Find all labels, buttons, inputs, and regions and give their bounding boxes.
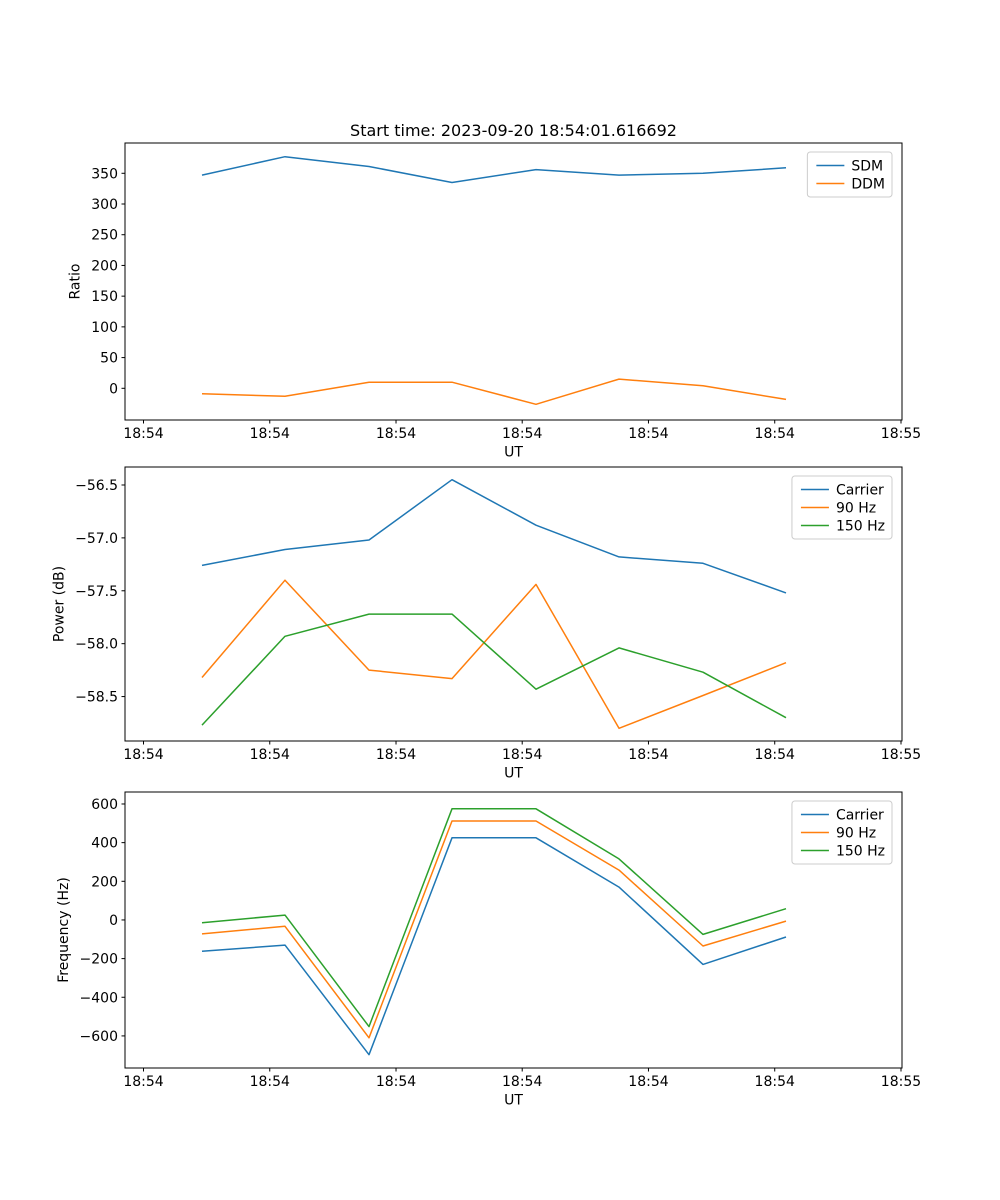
legend-label: 150 Hz <box>836 844 885 860</box>
y-tick-label: 200 <box>91 874 118 890</box>
legend-label: Carrier <box>836 483 884 499</box>
y-tick-label: 300 <box>91 197 118 213</box>
x-tick-label: 18:54 <box>502 426 542 442</box>
series-line-ddm <box>201 378 787 406</box>
y-tick-label: 50 <box>100 351 118 367</box>
y-tick-label: −58.5 <box>75 690 118 706</box>
series-line-150-hz <box>201 808 787 1028</box>
y-tick-label: 100 <box>91 320 118 336</box>
y-tick-label: 200 <box>91 258 118 274</box>
x-tick-label: 18:54 <box>502 747 542 763</box>
x-tick-label: 18:54 <box>755 1074 795 1090</box>
x-tick-label: 18:54 <box>376 747 416 763</box>
y-tick-label: 0 <box>109 381 118 397</box>
legend: SDM DDM <box>806 151 893 198</box>
x-tick-label: 18:54 <box>755 426 795 442</box>
legend-item-carrier: Carrier <box>800 808 884 824</box>
x-tick-label: 18:54 <box>123 426 163 442</box>
legend: Carrier 90 Hz 150 Hz <box>791 800 893 865</box>
y-tick-label: −56.5 <box>75 478 118 494</box>
x-tick-label: 18:54 <box>123 1074 163 1090</box>
legend-item-ddm: DDM <box>816 177 885 193</box>
x-tick-label: 18:54 <box>628 426 668 442</box>
x-tick-label: 18:54 <box>250 1074 290 1090</box>
y-tick-label: −400 <box>80 990 118 1006</box>
x-tick-label: 18:54 <box>250 747 290 763</box>
legend-label: 90 Hz <box>836 501 876 517</box>
x-tick-label: 18:55 <box>881 747 921 763</box>
y-axis-label: Frequency (Hz) <box>56 877 72 983</box>
plot-area-border <box>124 791 903 1069</box>
x-tick-label: 18:55 <box>881 426 921 442</box>
series-line-carrier <box>201 478 787 594</box>
legend-label: Carrier <box>836 808 884 824</box>
y-tick-label: 150 <box>91 289 118 305</box>
x-tick-label: 18:54 <box>376 426 416 442</box>
y-tick-label: −200 <box>80 952 118 968</box>
legend-box <box>791 475 893 540</box>
x-tick-label: 18:54 <box>376 1074 416 1090</box>
x-tick-label: 18:54 <box>502 1074 542 1090</box>
series-line-carrier <box>201 837 787 1056</box>
series-line-150-hz <box>201 613 787 726</box>
legend-item-150-hz: 150 Hz <box>800 519 885 535</box>
y-tick-label: 600 <box>91 797 118 813</box>
legend-box <box>806 151 893 198</box>
x-tick-label: 18:54 <box>628 1074 668 1090</box>
legend-label: DDM <box>851 177 885 193</box>
y-tick-label: 350 <box>91 166 118 182</box>
x-axis-label: UT <box>504 445 523 461</box>
x-axis-label: UT <box>504 766 523 782</box>
x-tick-label: 18:54 <box>628 747 668 763</box>
y-axis-label: Ratio <box>68 264 84 300</box>
y-axis-label: Power (dB) <box>52 566 68 642</box>
y-tick-label: −58.0 <box>75 637 118 653</box>
series-line-sdm <box>201 155 787 184</box>
legend-label: SDM <box>851 159 883 175</box>
legend-item-carrier: Carrier <box>800 483 884 499</box>
chart-power-db: −56.5 −57.0 −57.5 −58.0 −58.5 18:54 18:54 18:54… <box>52 466 921 782</box>
chart-ratio: 0 50 100 150 200 250 300 350 18:54 18:54 18:54 18:5… <box>68 142 921 461</box>
x-tick-label: 18:54 <box>250 426 290 442</box>
legend-item-sdm: SDM <box>816 159 883 175</box>
series-line-90-hz <box>201 820 787 1039</box>
plot-area-border <box>124 466 903 742</box>
x-tick-label: 18:54 <box>755 747 795 763</box>
legend-item-90-hz: 90 Hz <box>800 826 876 842</box>
figure-title: Start time: 2023-09-20 18:54:01.616692 <box>350 121 677 140</box>
legend-box <box>791 800 893 865</box>
plot-area-border <box>124 142 903 421</box>
series-line-90-hz <box>201 579 787 730</box>
legend-label: 150 Hz <box>836 519 885 535</box>
y-tick-label: −57.5 <box>75 584 118 600</box>
legend: Carrier 90 Hz 150 Hz <box>791 475 893 540</box>
x-axis-label: UT <box>504 1093 523 1109</box>
y-tick-label: 0 <box>109 913 118 929</box>
legend-item-90-hz: 90 Hz <box>800 501 876 517</box>
x-tick-label: 18:55 <box>881 1074 921 1090</box>
y-tick-label: −600 <box>80 1029 118 1045</box>
y-tick-label: 250 <box>91 228 118 244</box>
y-tick-label: −57.0 <box>75 531 118 547</box>
y-tick-label: 400 <box>91 836 118 852</box>
legend-label: 90 Hz <box>836 826 876 842</box>
chart-frequency-hz: 600 400 200 0 −200 −400 −600 18:54 18:54 18:54 18:… <box>56 791 921 1109</box>
legend-item-150-hz: 150 Hz <box>800 844 885 860</box>
x-tick-label: 18:54 <box>123 747 163 763</box>
